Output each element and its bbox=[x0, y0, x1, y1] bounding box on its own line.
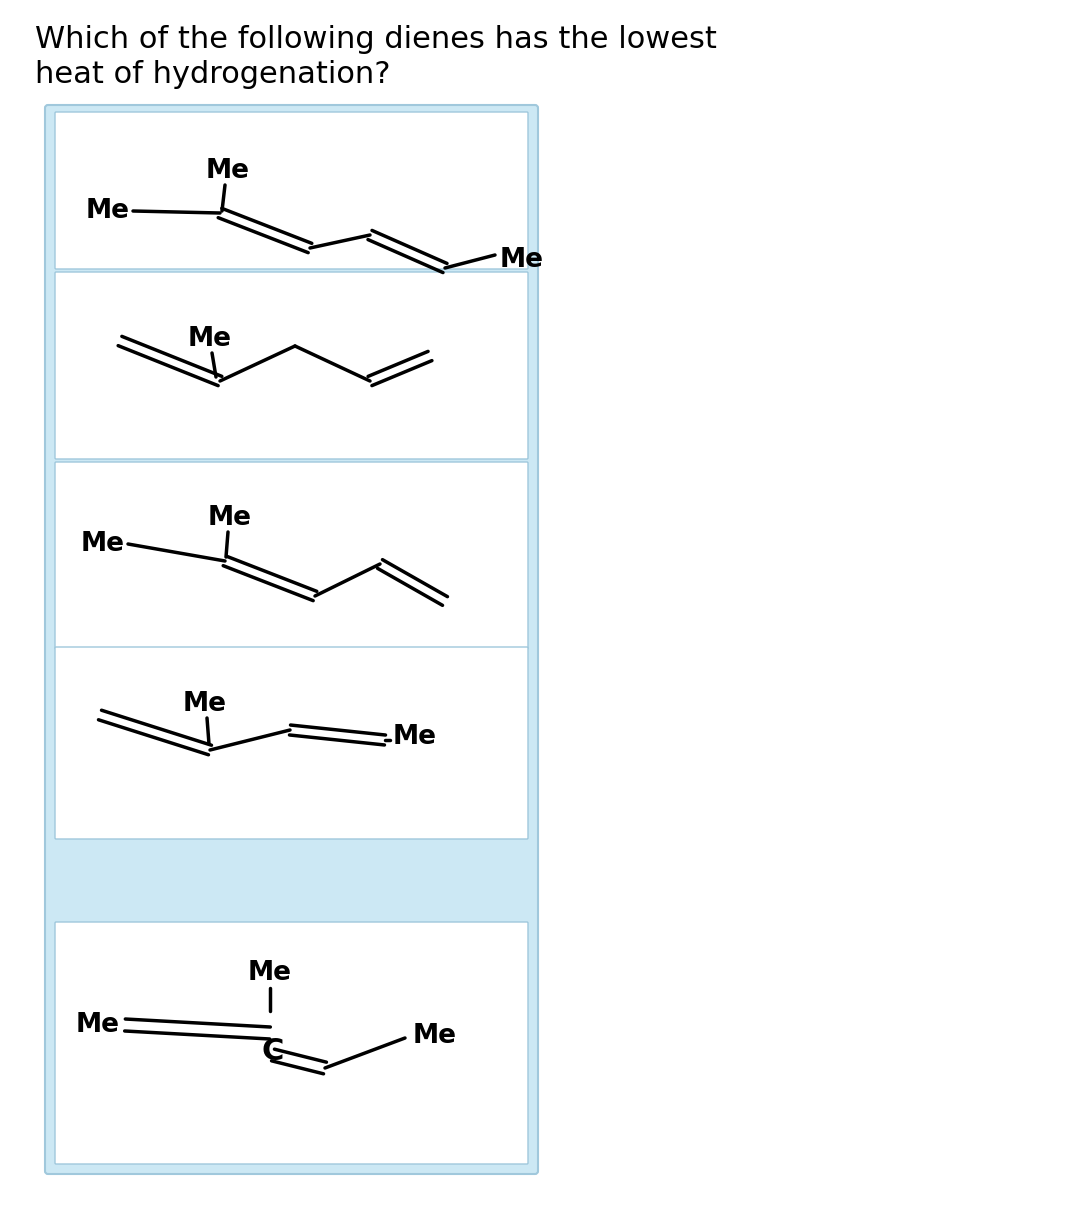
Text: Me: Me bbox=[248, 959, 292, 986]
Text: Me: Me bbox=[76, 1012, 120, 1038]
Text: Which of the following dienes has the lowest: Which of the following dienes has the lo… bbox=[35, 25, 716, 55]
Text: Me: Me bbox=[81, 531, 125, 557]
FancyBboxPatch shape bbox=[45, 106, 538, 1174]
FancyBboxPatch shape bbox=[55, 112, 528, 269]
Text: heat of hydrogenation?: heat of hydrogenation? bbox=[35, 59, 391, 89]
Text: Me: Me bbox=[86, 198, 129, 224]
FancyBboxPatch shape bbox=[55, 922, 528, 1164]
Text: C: C bbox=[262, 1036, 284, 1065]
Text: Me: Me bbox=[413, 1023, 457, 1049]
FancyBboxPatch shape bbox=[55, 647, 528, 839]
Text: Me: Me bbox=[208, 505, 252, 531]
Text: Me: Me bbox=[206, 158, 250, 184]
Text: Me: Me bbox=[183, 691, 227, 717]
Text: Me: Me bbox=[188, 326, 232, 352]
Text: Me: Me bbox=[500, 247, 544, 273]
Text: Me: Me bbox=[393, 724, 437, 750]
FancyBboxPatch shape bbox=[55, 462, 528, 649]
FancyBboxPatch shape bbox=[55, 272, 528, 459]
